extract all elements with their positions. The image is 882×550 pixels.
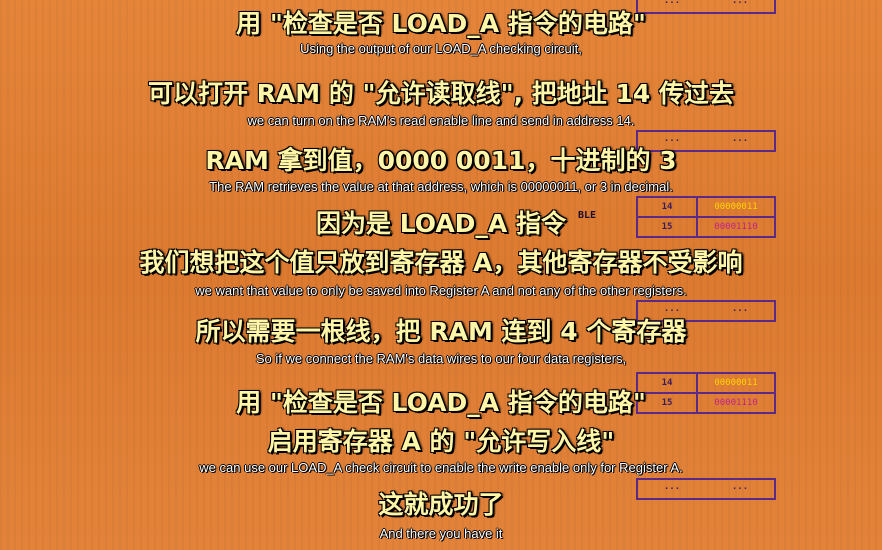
ram-value: 00000011 xyxy=(714,202,758,212)
subtitle-zh: 所以需要一根线，把 RAM 连到 4 个寄存器 xyxy=(195,317,687,346)
ram-dots: ... xyxy=(663,134,681,144)
subtitle-zh: RAM 拿到值，0000 0011，十进制的 3 xyxy=(205,146,677,175)
ram-row: 14 00000011 xyxy=(638,198,774,216)
ram-value: 00001110 xyxy=(714,398,758,408)
ram-address: 15 xyxy=(638,218,698,236)
ram-read-enable-label: BLE xyxy=(578,210,597,221)
subtitle-zh: 因为是 LOAD_A 指令 xyxy=(316,209,566,238)
subtitle-en: we want that value to only be saved into… xyxy=(195,283,687,298)
subtitle-en: So if we connect the RAM's data wires to… xyxy=(255,351,627,366)
subtitle-zh: 可以打开 RAM 的 "允许读取线", 把地址 14 传过去 xyxy=(147,79,735,108)
ram-value: 00001110 xyxy=(714,222,758,232)
ram-row: 15 00001110 xyxy=(638,216,774,236)
ram-dots: ... xyxy=(663,304,681,314)
ram-dots: ... xyxy=(731,0,749,6)
ram-block-bottom: ...... xyxy=(636,478,776,500)
ram-value: 00000011 xyxy=(714,378,758,388)
ram-dots: ... xyxy=(663,482,681,492)
ram-address: 14 xyxy=(638,198,698,216)
ram-address: 14 xyxy=(638,374,698,392)
ram-row: 14 00000011 xyxy=(638,374,774,392)
ram-row: 15 00001110 xyxy=(638,392,774,412)
ram-block-mid-top: ...... xyxy=(636,130,776,152)
subtitle-en: we can turn on the RAM's read enable lin… xyxy=(247,113,635,128)
subtitle-zh: 用 "检查是否 LOAD_A 指令的电路" xyxy=(236,388,646,417)
ram-dots: ... xyxy=(663,0,681,6)
subtitle-en: Using the output of our LOAD_A checking … xyxy=(300,41,582,56)
subtitle-en: The RAM retrieves the value at that addr… xyxy=(209,179,673,194)
subtitle-zh: 用 "检查是否 LOAD_A 指令的电路" xyxy=(236,9,646,38)
ram-address: 15 xyxy=(638,394,698,412)
ram-table-a: 14 00000011 15 00001110 xyxy=(636,196,776,238)
ram-dots: ... xyxy=(731,482,749,492)
subtitle-en: And there you have it xyxy=(379,526,503,541)
subtitle-en: we can use our LOAD_A check circuit to e… xyxy=(199,460,683,475)
subtitle-zh: 这就成功了 xyxy=(378,490,504,519)
ram-block-top: ...... xyxy=(636,0,776,14)
ram-block-mid: ...... xyxy=(636,300,776,322)
ram-table-b: 14 00000011 15 00001110 xyxy=(636,372,776,414)
ram-dots: ... xyxy=(731,304,749,314)
ram-dots: ... xyxy=(731,134,749,144)
subtitle-zh: 我们想把这个值只放到寄存器 A，其他寄存器不受影响 xyxy=(139,248,743,277)
subtitle-zh: 启用寄存器 A 的 "允许写入线" xyxy=(267,427,615,456)
